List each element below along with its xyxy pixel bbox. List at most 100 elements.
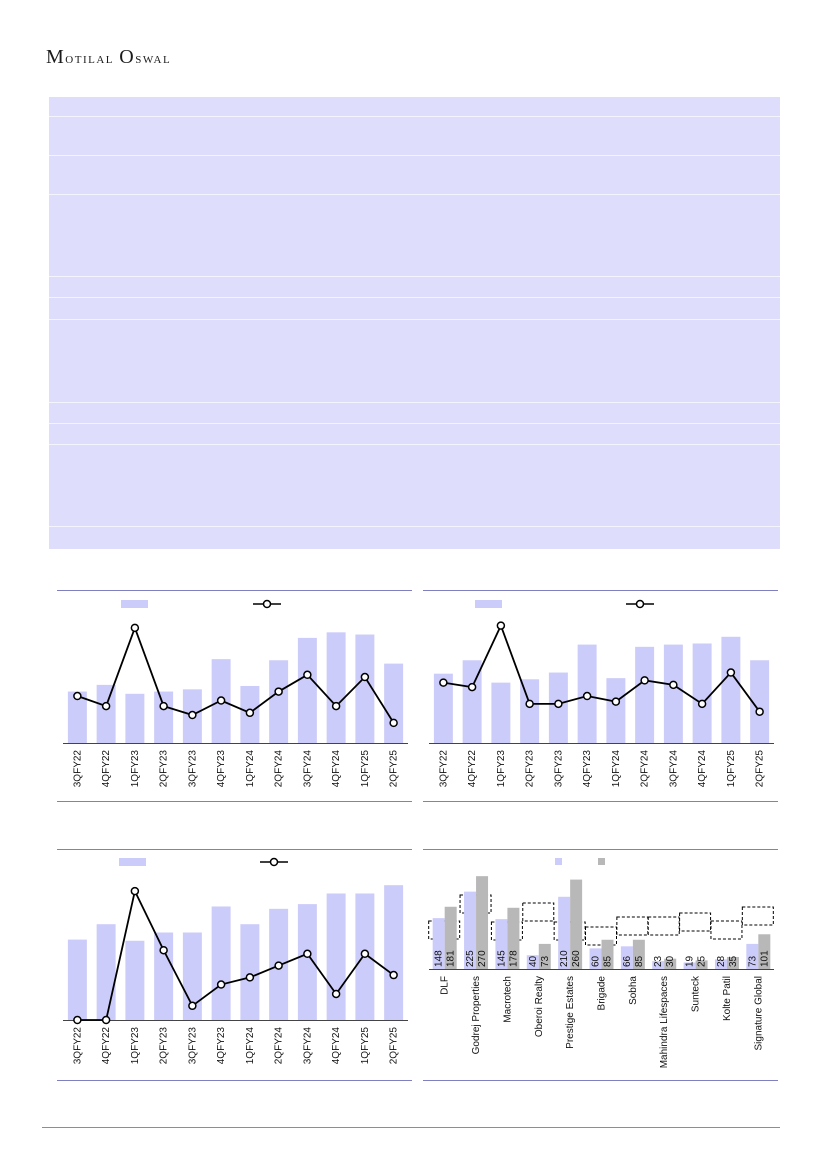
chart-4-svg: 148 181 225 270 145 178 40 73 210 260 60 85 66 85 23 30… xyxy=(423,849,778,1081)
tick-label-Mahindra Lifespaces: Mahindra Lifespaces xyxy=(659,976,670,1068)
data-label-Godrej Properties-s1: 225 xyxy=(465,950,476,967)
data-label-Sobha-s2: 85 xyxy=(634,955,645,967)
table-row-divider xyxy=(49,116,780,117)
chart-4: 148 181 225 270 145 178 40 73 210 260 60 85 66 85 23 30… xyxy=(423,849,778,1081)
bar-Kolte Patil-s2 xyxy=(726,956,739,969)
tick-label-1QFY23: 1QFY23 xyxy=(130,750,141,788)
bar-2QFY23 xyxy=(154,691,174,743)
bar-Mahindra Lifespaces-s2 xyxy=(664,958,677,969)
tick-label-2QFY23: 2QFY23 xyxy=(525,750,536,788)
bar-Sobha-s2 xyxy=(632,939,645,969)
line-point-1QFY24 xyxy=(245,973,255,982)
chart-3-svg: 3QFY22 4QFY22 1QFY23 2QFY23 3QFY23 4QFY23 1QFY… xyxy=(57,849,412,1081)
table-row-divider xyxy=(49,297,780,298)
tick-label-4QFY23: 4QFY23 xyxy=(216,1027,227,1065)
tick-label-Godrej Properties: Godrej Properties xyxy=(471,976,482,1054)
bar-3QFY24 xyxy=(297,637,317,743)
line-point-2QFY24 xyxy=(640,676,649,685)
label-box-Sunteck xyxy=(679,912,712,932)
tick-label-4QFY22: 4QFY22 xyxy=(467,750,478,788)
bar-Prestige Estates-s2 xyxy=(570,879,583,969)
tick-label-1QFY25: 1QFY25 xyxy=(360,1027,371,1065)
line-point-3QFY24 xyxy=(303,670,312,680)
tick-label-4QFY23: 4QFY23 xyxy=(582,750,593,788)
data-label-Signature Global-s2: 101 xyxy=(759,950,770,967)
legend-line-marker xyxy=(262,599,272,609)
series-line xyxy=(77,888,395,1021)
brand-logo: Motilal Oswal xyxy=(46,46,172,68)
bar-3QFY22 xyxy=(433,673,453,743)
bar-4QFY22 xyxy=(96,924,116,1020)
tick-label-4QFY24: 4QFY24 xyxy=(331,750,342,788)
footer-rule xyxy=(42,1127,780,1128)
data-label-Brigade-s1: 60 xyxy=(591,955,602,967)
bar-2QFY24 xyxy=(269,660,289,743)
data-label-Kolte Patil-s2: 35 xyxy=(728,955,739,967)
data-label-Oberoi Realty-s2: 73 xyxy=(540,955,551,967)
data-label-Sunteck-s2: 25 xyxy=(697,955,708,967)
line-point-1QFY23 xyxy=(130,623,140,633)
bar-Brigade-s1 xyxy=(589,948,602,969)
line-point-4QFY22 xyxy=(101,1015,111,1025)
tick-label-4QFY24: 4QFY24 xyxy=(697,750,708,788)
tick-label-Oberoi Realty: Oberoi Realty xyxy=(534,976,545,1037)
bar-Kolte Patil-s1 xyxy=(714,959,727,969)
line-point-4QFY24 xyxy=(697,699,707,709)
tick-label-3QFY24: 3QFY24 xyxy=(668,750,679,788)
data-label-Sunteck-s1: 19 xyxy=(685,955,696,967)
tick-label-2QFY25: 2QFY25 xyxy=(389,750,400,788)
tick-label-3QFY23: 3QFY23 xyxy=(553,750,564,788)
line-point-1QFY23 xyxy=(496,621,506,630)
line-point-4QFY24 xyxy=(331,989,341,999)
table-row-divider xyxy=(49,155,780,156)
line-point-1QFY23 xyxy=(130,886,140,896)
bar-3QFY22 xyxy=(67,691,87,743)
series-line xyxy=(77,625,395,724)
chart-3: 3QFY22 4QFY22 1QFY23 2QFY23 3QFY23 4QFY23 1QFY… xyxy=(57,849,412,1081)
bar-2QFY23 xyxy=(154,932,174,1020)
legend-bar-swatch xyxy=(475,600,502,608)
tick-label-2QFY25: 2QFY25 xyxy=(755,750,766,788)
table-row-divider xyxy=(49,526,780,527)
line-point-4QFY24 xyxy=(331,701,341,711)
bar-DLF-s1 xyxy=(432,918,445,969)
line-point-3QFY23 xyxy=(188,710,197,720)
line-point-1QFY25 xyxy=(360,672,370,682)
bar-1QFY23 xyxy=(125,693,145,743)
bar-3QFY24 xyxy=(663,644,683,743)
tick-label-Signature Global: Signature Global xyxy=(753,976,764,1051)
tick-label-3QFY23: 3QFY23 xyxy=(187,1027,198,1065)
bar-1QFY23 xyxy=(125,940,145,1020)
data-label-Macrotech-s2: 178 xyxy=(508,950,519,967)
tick-label-Sobha: Sobha xyxy=(628,976,639,1005)
tick-label-Macrotech: Macrotech xyxy=(502,976,513,1023)
tick-label-2QFY25: 2QFY25 xyxy=(389,1027,400,1065)
tick-label-1QFY24: 1QFY24 xyxy=(611,750,622,788)
table-row-divider xyxy=(49,423,780,424)
line-point-2QFY23 xyxy=(159,701,168,711)
bar-2QFY25 xyxy=(750,660,770,743)
data-label-Macrotech-s1: 145 xyxy=(496,950,507,967)
tick-label-2QFY23: 2QFY23 xyxy=(159,750,170,788)
data-label-Oberoi Realty-s1: 40 xyxy=(528,955,539,967)
legend-bar-swatch xyxy=(121,600,148,608)
bar-4QFY24 xyxy=(326,893,346,1020)
data-table-panel xyxy=(49,97,780,549)
tick-label-3QFY24: 3QFY24 xyxy=(302,750,313,788)
bar-3QFY24 xyxy=(297,904,317,1020)
tick-label-Brigade: Brigade xyxy=(597,976,608,1011)
line-point-3QFY24 xyxy=(303,949,312,959)
tick-label-2QFY23: 2QFY23 xyxy=(159,1027,170,1065)
bar-Godrej Properties-s1 xyxy=(464,891,477,969)
data-label-Prestige Estates-s1: 210 xyxy=(559,950,570,967)
tick-label-1QFY23: 1QFY23 xyxy=(496,750,507,788)
tick-label-Prestige Estates: Prestige Estates xyxy=(565,976,576,1049)
tick-label-3QFY24: 3QFY24 xyxy=(302,1027,313,1065)
data-label-Signature Global-s1: 73 xyxy=(747,955,758,967)
line-point-1QFY24 xyxy=(611,697,621,706)
tick-label-Sunteck: Sunteck xyxy=(691,975,702,1012)
tick-label-4QFY22: 4QFY22 xyxy=(101,750,112,788)
bar-2QFY24 xyxy=(635,646,655,743)
line-point-4QFY23 xyxy=(582,691,592,701)
legend-series1-swatch xyxy=(555,858,562,865)
